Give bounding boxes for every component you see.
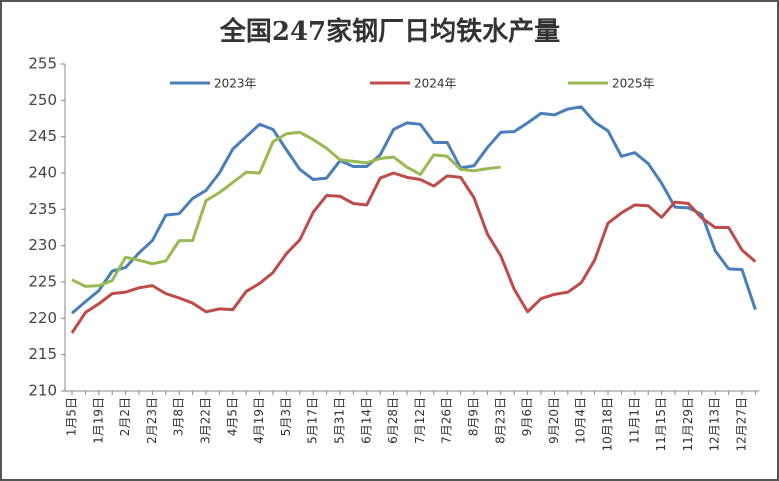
legend-label: 2025年	[612, 77, 655, 91]
x-tick-label: 10月4日	[574, 397, 588, 444]
line-series	[71, 130, 501, 288]
x-tick-label: 1月19日	[91, 397, 105, 444]
y-tick-label: 220	[28, 309, 57, 327]
x-tick-label: 3月8日	[172, 397, 186, 436]
y-tick-label: 240	[28, 164, 57, 182]
x-tick-label: 3月22日	[199, 397, 213, 444]
x-tick-label: 1月5日	[65, 397, 79, 436]
y-tick-label: 250	[28, 91, 57, 109]
x-tick-label: 10月18日	[601, 397, 615, 452]
line-series	[70, 171, 757, 334]
y-tick-label: 255	[28, 55, 57, 73]
y-tick-label: 245	[28, 127, 57, 145]
y-tick-label: 215	[28, 345, 57, 363]
x-tick-label: 6月28日	[386, 397, 400, 444]
legend-label: 2024年	[414, 77, 457, 91]
y-tick-label: 210	[28, 382, 57, 400]
x-tick-label: 6月14日	[359, 397, 373, 444]
x-tick-label: 7月12日	[413, 397, 427, 444]
x-tick-label: 7月26日	[440, 397, 454, 444]
legend-label: 2023年	[214, 77, 257, 91]
x-tick-label: 11月15日	[654, 397, 668, 452]
x-tick-label: 11月29日	[681, 397, 695, 452]
x-tick-label: 11月1日	[627, 397, 641, 444]
x-tick-label: 5月31日	[333, 397, 347, 444]
x-tick-label: 2月23日	[145, 397, 159, 444]
y-tick-label: 230	[28, 236, 57, 254]
x-tick-label: 4月5日	[225, 397, 239, 436]
x-tick-label: 2月2日	[118, 397, 132, 436]
x-tick-label: 5月17日	[306, 397, 320, 444]
x-tick-label: 8月9日	[467, 397, 481, 436]
x-tick-label: 9月20日	[547, 397, 561, 444]
x-tick-label: 12月13日	[708, 397, 722, 452]
x-tick-label: 9月6日	[520, 397, 534, 436]
x-tick-label: 5月3日	[279, 397, 293, 436]
y-tick-label: 225	[28, 273, 57, 291]
x-tick-label: 4月19日	[252, 397, 266, 444]
chart-title: 全国247家钢厂日均铁水产量	[219, 16, 560, 47]
x-tick-label: 8月23日	[493, 397, 507, 444]
x-tick-label: 12月27日	[735, 397, 749, 452]
y-tick-label: 235	[28, 200, 57, 218]
line-series	[71, 105, 757, 315]
